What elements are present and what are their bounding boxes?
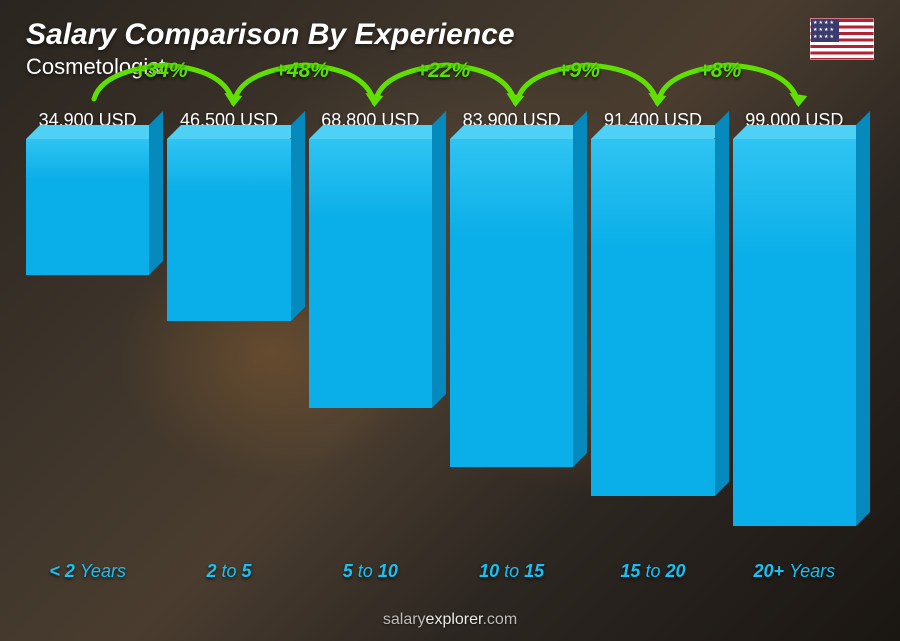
footer-part-2: explorer [426,611,483,628]
header: Salary Comparison By Experience Cosmetol… [26,18,874,80]
bar [591,139,714,496]
bar-column: 46,500 USD [167,110,290,557]
bar [309,139,432,408]
x-axis-label: 2 to 5 [167,561,290,587]
bar-column: 68,800 USD [309,110,432,557]
footer-brand: salaryexplorer.com [0,611,900,629]
page-subtitle: Cosmetologist [26,54,515,80]
bars-container: 34,900 USD 46,500 USD 68,800 USD 83,900 … [26,110,856,557]
bar [450,139,573,467]
footer-part-3: .com [482,611,517,628]
x-axis-label: 10 to 15 [450,561,573,587]
bar-column: 99,000 USD [733,110,856,557]
salary-chart: 34,900 USD 46,500 USD 68,800 USD 83,900 … [26,110,856,587]
x-axis-label: 20+ Years [733,561,856,587]
title-block: Salary Comparison By Experience Cosmetol… [26,18,515,80]
flag-icon [810,18,874,60]
bar [167,139,290,321]
bar [733,139,856,526]
x-axis-label: 5 to 10 [309,561,432,587]
x-axis: < 2 Years 2 to 5 5 to 10 10 to 15 15 to 20 20… [26,561,856,587]
bar-column: 91,400 USD [591,110,714,557]
footer-part-1: salary [383,611,426,628]
x-axis-label: < 2 Years [26,561,149,587]
bar [26,139,149,275]
x-axis-label: 15 to 20 [591,561,714,587]
bar-column: 34,900 USD [26,110,149,557]
bar-column: 83,900 USD [450,110,573,557]
page-title: Salary Comparison By Experience [26,18,515,52]
